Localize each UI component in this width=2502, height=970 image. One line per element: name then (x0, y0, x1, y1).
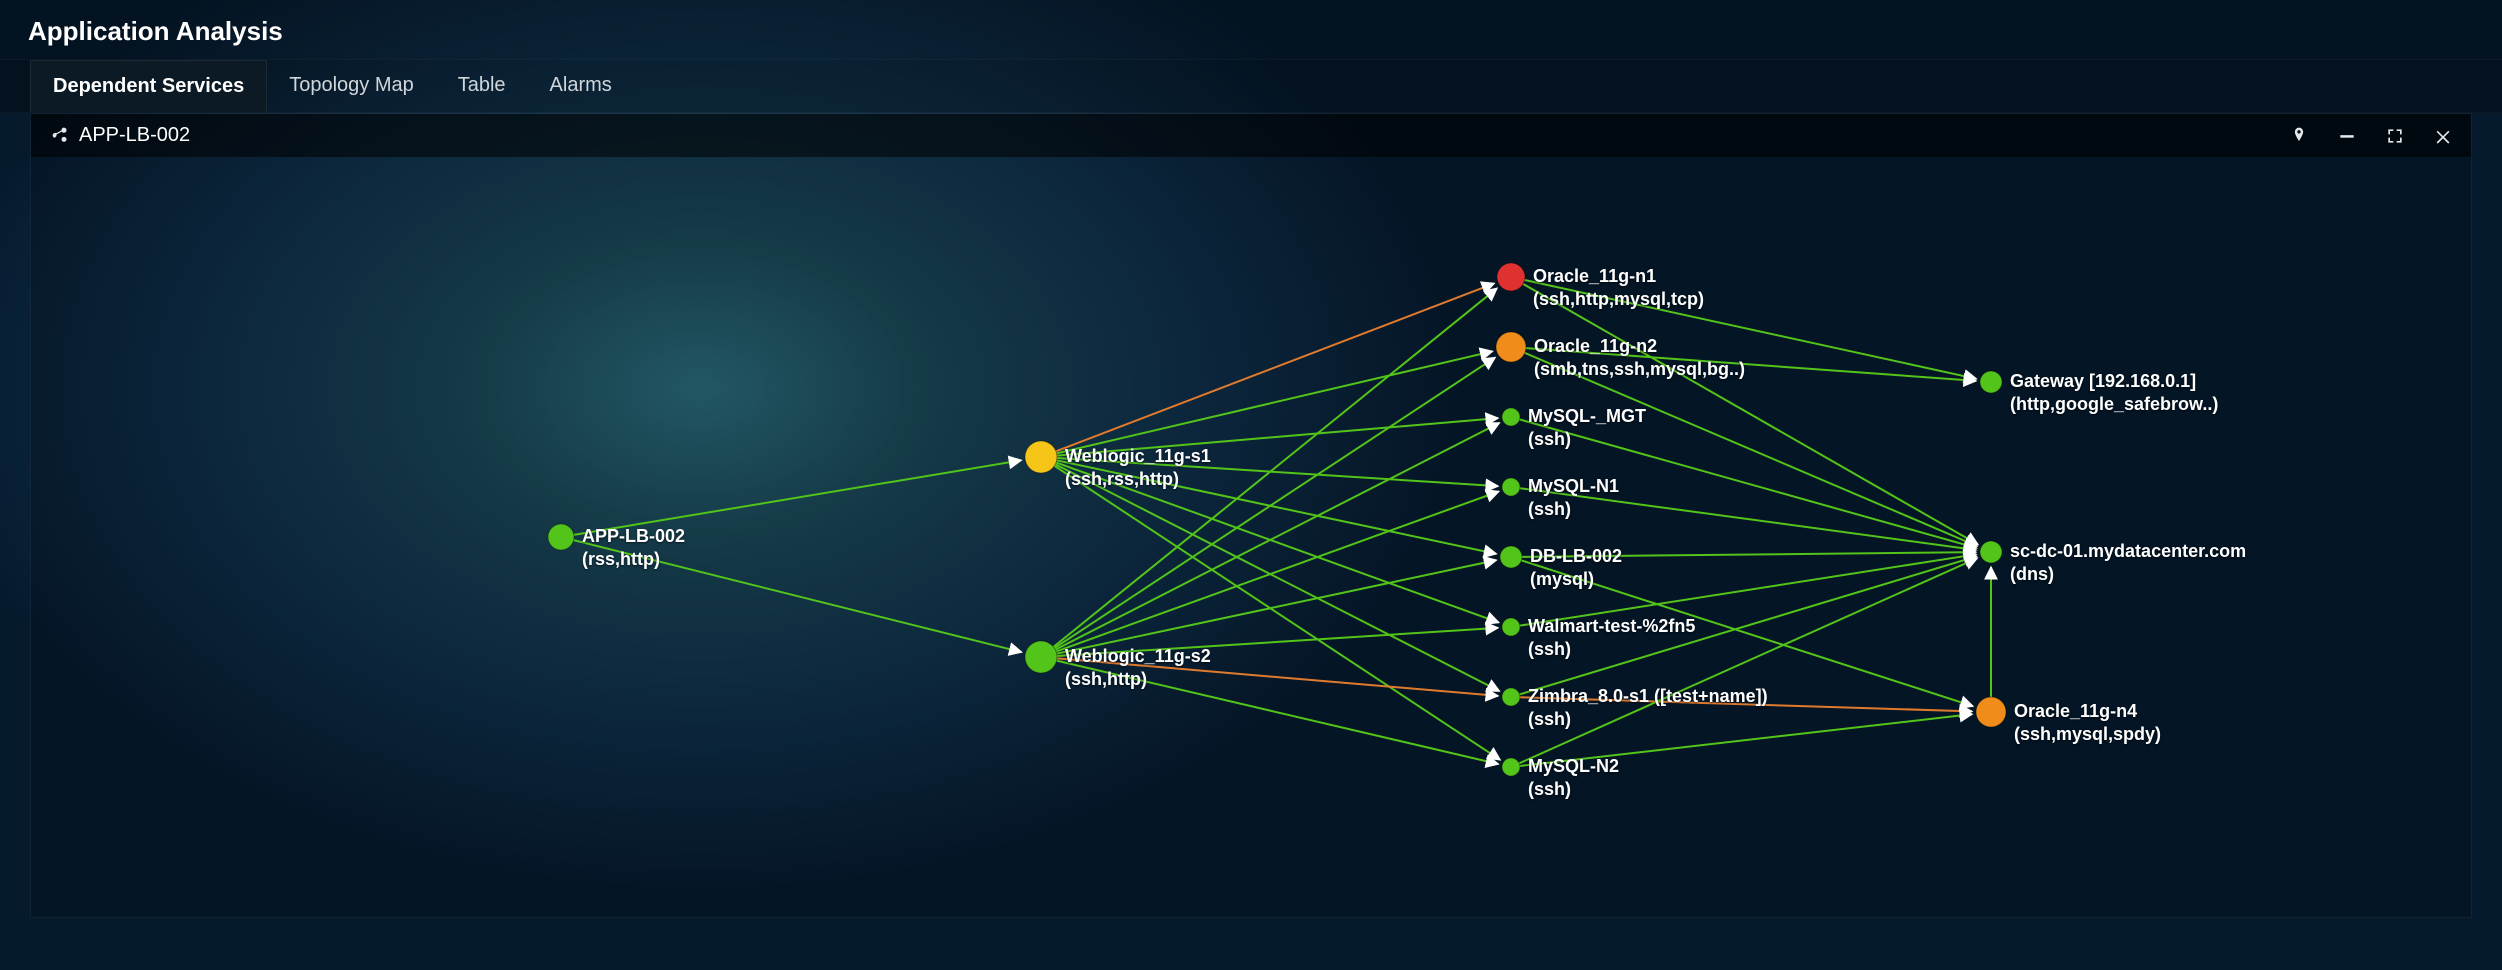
edge (1054, 357, 1495, 648)
pin-icon[interactable] (2289, 126, 2309, 146)
edge (1055, 423, 1499, 650)
tab-dependent-services[interactable]: Dependent Services (30, 60, 267, 112)
edge (1056, 491, 1499, 651)
node-walmart[interactable] (1502, 618, 1520, 636)
panel-title: APP-LB-002 (79, 124, 190, 147)
expand-icon[interactable] (2385, 126, 2405, 146)
node-app-lb-002[interactable] (548, 524, 574, 550)
edge (1520, 714, 1972, 766)
edge (1520, 488, 1976, 550)
node-db-lb-002[interactable] (1500, 546, 1522, 568)
edge (1519, 558, 1977, 763)
edge (1057, 560, 1497, 654)
minimize-icon[interactable] (2337, 126, 2357, 146)
edge (1057, 458, 1498, 486)
edge (1057, 628, 1498, 656)
node-zimbra[interactable] (1502, 688, 1520, 706)
graph-panel: APP-LB-002 APP-LB-002(rss,http)Weblogic_… (30, 113, 2472, 918)
panel-header: APP-LB-002 (31, 114, 2471, 157)
node-mysql-n2[interactable] (1502, 758, 1520, 776)
node-mysql-mgt[interactable] (1502, 408, 1520, 426)
page-title: Application Analysis (0, 0, 2502, 59)
edge (1056, 283, 1494, 451)
panel-header-left: APP-LB-002 (49, 124, 190, 147)
edge (1053, 288, 1497, 647)
edge (1523, 284, 1978, 545)
close-icon[interactable] (2433, 126, 2453, 146)
edge (574, 540, 1022, 652)
node-oracle-n2[interactable] (1496, 332, 1526, 362)
tab-table[interactable]: Table (436, 60, 528, 112)
node-oracle-n1[interactable] (1497, 263, 1525, 291)
tab-topology-map[interactable]: Topology Map (267, 60, 436, 112)
edge (1520, 556, 1977, 694)
panel-header-right (2289, 126, 2453, 146)
graph-area[interactable]: APP-LB-002(rss,http)Weblogic_11g-s1(ssh,… (31, 157, 2471, 917)
node-sc-dc-01[interactable] (1980, 541, 2002, 563)
node-gateway[interactable] (1980, 371, 2002, 393)
node-weblogic-s2[interactable] (1025, 641, 1057, 673)
tab-alarms[interactable]: Alarms (528, 60, 634, 112)
edge (1521, 560, 1972, 706)
edge (1054, 466, 1500, 760)
edge (1520, 697, 1972, 711)
app-root: Application Analysis Dependent ServicesT… (0, 0, 2502, 970)
share-icon (49, 126, 69, 146)
tab-bar: Dependent ServicesTopology MapTableAlarm… (0, 59, 2502, 113)
edge (1520, 419, 1977, 548)
edge (574, 460, 1021, 535)
edge (1057, 460, 1497, 554)
node-weblogic-s1[interactable] (1025, 441, 1057, 473)
node-mysql-n1[interactable] (1502, 478, 1520, 496)
edge (1055, 464, 1499, 691)
edge (1056, 462, 1499, 622)
node-oracle-n4[interactable] (1976, 697, 2006, 727)
edge (1522, 552, 1976, 557)
edge (1525, 353, 1977, 546)
